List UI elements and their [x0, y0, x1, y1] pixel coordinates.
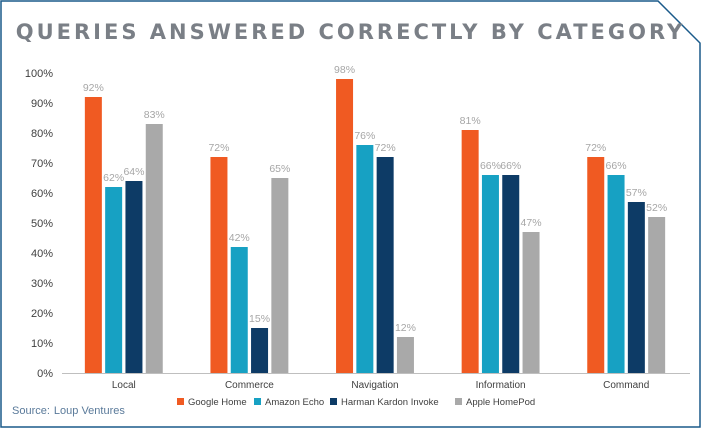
data-label: 64%	[123, 166, 144, 178]
y-tick-label: 40%	[31, 248, 53, 260]
bar	[396, 337, 414, 373]
data-label: 72%	[208, 142, 229, 154]
data-label: 72%	[375, 142, 396, 154]
bar	[210, 157, 228, 373]
bar	[502, 175, 520, 373]
data-label: 83%	[144, 109, 165, 121]
source-value: Loup Ventures	[53, 405, 125, 417]
data-label: 15%	[249, 313, 270, 325]
data-label: 66%	[480, 160, 501, 172]
legend-swatch	[330, 398, 337, 405]
x-tick-label: Command	[603, 380, 649, 391]
legend-label: Google Home	[188, 397, 247, 408]
data-label: 52%	[646, 202, 667, 214]
data-label: 72%	[585, 142, 606, 154]
bar	[461, 130, 479, 373]
y-tick-label: 90%	[31, 98, 53, 110]
legend-label: Harman Kardon Invoke	[341, 397, 439, 408]
bar	[84, 97, 102, 373]
bar	[230, 247, 248, 373]
y-tick-label: 80%	[31, 128, 53, 140]
bar	[336, 79, 354, 373]
bar	[587, 157, 605, 373]
bar	[356, 145, 374, 373]
data-label: 57%	[626, 187, 647, 199]
data-label: 42%	[229, 232, 250, 244]
data-label: 62%	[103, 172, 124, 184]
chart-title: QUERIES ANSWERED CORRECTLY BY CATEGORY	[15, 20, 686, 44]
data-label: 47%	[521, 217, 542, 229]
bar	[522, 232, 540, 373]
data-label: 66%	[500, 160, 521, 172]
legend-swatch	[455, 398, 462, 405]
y-tick-label: 70%	[31, 158, 53, 170]
x-tick-label: Commerce	[225, 380, 274, 391]
y-tick-label: 10%	[31, 338, 53, 350]
bar	[481, 175, 499, 373]
data-label: 66%	[606, 160, 627, 172]
bar	[271, 178, 289, 373]
legend-label: Amazon Echo	[265, 397, 324, 408]
y-tick-label: 20%	[31, 308, 53, 320]
x-tick-label: Information	[476, 380, 526, 391]
legend-swatch	[254, 398, 261, 405]
x-tick-label: Local	[112, 380, 136, 391]
legend-swatch	[177, 398, 184, 405]
y-tick-label: 30%	[31, 278, 53, 290]
y-tick-label: 60%	[31, 188, 53, 200]
bar	[627, 202, 645, 373]
data-label: 98%	[334, 64, 355, 76]
bar	[145, 124, 163, 373]
y-tick-label: 50%	[31, 218, 53, 230]
bar	[607, 175, 625, 373]
x-tick-label: Navigation	[351, 380, 398, 391]
source-label: Source:	[12, 405, 50, 417]
y-tick-label: 0%	[37, 368, 53, 380]
bar	[125, 181, 143, 373]
data-label: 65%	[269, 163, 290, 175]
source-note: Source: Loup Ventures	[12, 405, 125, 417]
data-label: 76%	[354, 130, 375, 142]
legend-label: Apple HomePod	[466, 397, 535, 408]
data-label: 81%	[460, 115, 481, 127]
data-label: 12%	[395, 322, 416, 334]
bar	[251, 328, 269, 373]
bar	[376, 157, 394, 373]
bar	[105, 187, 123, 373]
y-tick-label: 100%	[25, 68, 53, 80]
data-label: 92%	[83, 82, 104, 94]
bar	[648, 217, 666, 373]
